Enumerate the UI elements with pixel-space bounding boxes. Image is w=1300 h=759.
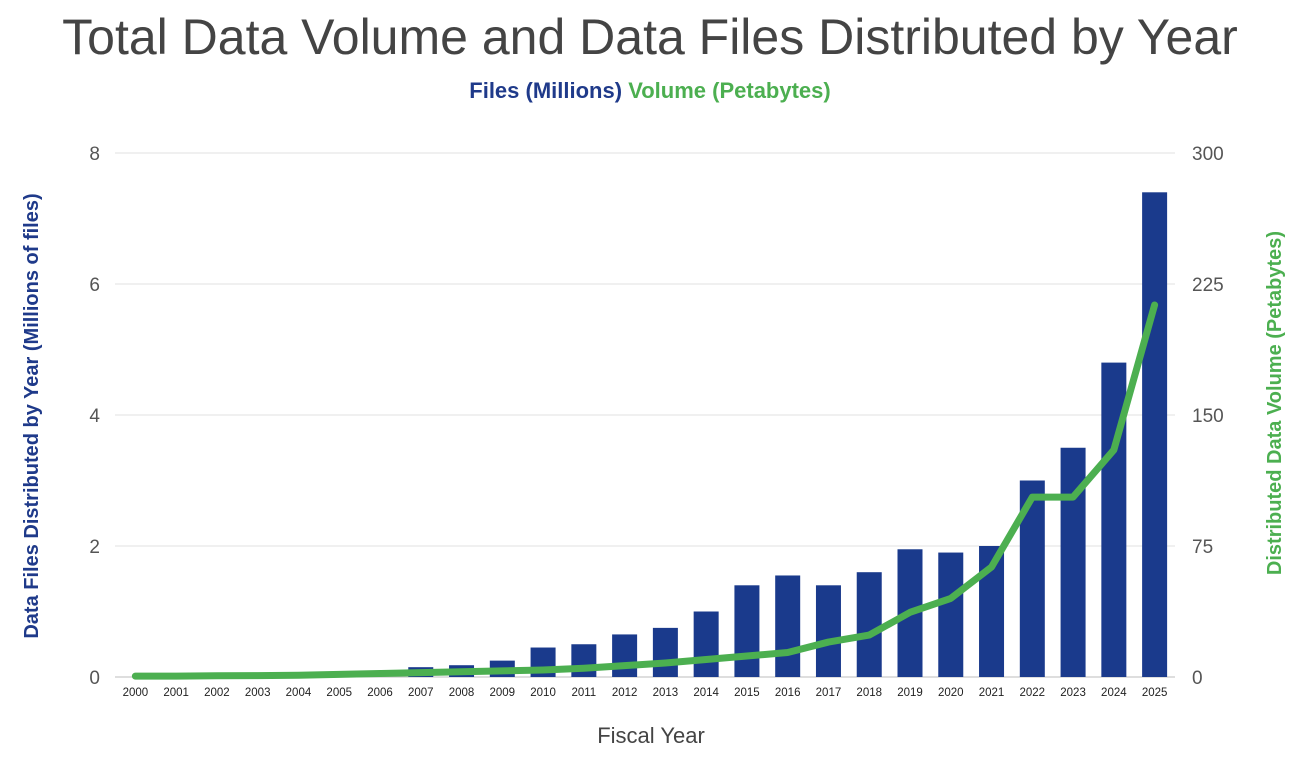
x-tick-label: 2018 [856, 687, 882, 699]
bar-files-2015 [734, 585, 760, 677]
y-axis-right-label: Distributed Data Volume (Petabytes) [1264, 231, 1286, 575]
volume-line [131, 301, 1159, 680]
x-tick-label: 2015 [734, 687, 760, 699]
y-tick-label: 4 [89, 406, 100, 427]
x-axis-ticks: 2000 2001 2002 2003 2004 2005 2006 2007 2008 2009… [123, 687, 1168, 699]
x-tick-label: 2011 [571, 687, 596, 699]
bar-files-2014 [693, 611, 719, 677]
x-tick-label: 2006 [367, 687, 393, 699]
legend-item-files: Files (Millions) [469, 78, 623, 103]
x-tick-label: 2014 [693, 687, 719, 699]
y2-tick-label: 75 [1192, 537, 1213, 558]
y2-tick-label: 150 [1192, 406, 1224, 427]
bar-files-2020 [938, 552, 964, 677]
x-tick-label: 2005 [326, 687, 352, 699]
y2-tick-label: 0 [1192, 668, 1203, 689]
y-tick-label: 2 [89, 537, 100, 558]
y2-tick-label: 300 [1192, 144, 1224, 165]
x-tick-label: 2002 [204, 687, 230, 699]
bar-files-2012 [612, 634, 638, 677]
x-tick-label: 2001 [163, 687, 189, 699]
x-tick-label: 2000 [123, 687, 149, 699]
bar-files-2017 [815, 585, 841, 677]
line-series-volume [131, 301, 1159, 680]
x-tick-label: 2019 [897, 687, 923, 699]
x-tick-label: 2004 [286, 687, 312, 699]
bar-series-files [408, 192, 1168, 678]
x-tick-label: 2021 [979, 687, 1005, 699]
x-tick-label: 2007 [408, 687, 434, 699]
x-axis-label: Fiscal Year [597, 723, 705, 748]
chart-title: Total Data Volume and Data Files Distrib… [62, 9, 1238, 65]
y2-tick-label: 225 [1192, 275, 1224, 296]
x-tick-label: 2023 [1060, 687, 1086, 699]
y-axis-right-ticks: 0 75 150 225 300 [1192, 144, 1224, 689]
legend-item-volume: Volume (Petabytes) [628, 78, 831, 103]
x-tick-label: 2020 [938, 687, 964, 699]
x-tick-label: 2010 [530, 687, 556, 699]
bar-files-2025 [1142, 192, 1168, 678]
x-tick-label: 2003 [245, 687, 271, 699]
bar-files-2018 [856, 572, 882, 677]
x-tick-label: 2022 [1020, 687, 1046, 699]
x-tick-label: 2017 [816, 687, 842, 699]
x-tick-label: 2025 [1142, 687, 1168, 699]
bar-files-2013 [652, 627, 678, 677]
x-tick-label: 2024 [1101, 687, 1127, 699]
y-tick-label: 0 [89, 668, 100, 689]
bar-files-2016 [775, 575, 801, 677]
x-tick-label: 2013 [653, 687, 679, 699]
y-tick-label: 6 [89, 275, 100, 296]
x-tick-label: 2008 [449, 687, 475, 699]
gridlines [115, 152, 1175, 678]
x-tick-label: 2016 [775, 687, 801, 699]
x-tick-label: 2009 [490, 687, 516, 699]
y-tick-label: 8 [89, 144, 100, 165]
y-axis-left-ticks: 0 2 4 6 8 [89, 144, 100, 689]
chart-legend: Files (Millions) Volume (Petabytes) [0, 78, 1300, 104]
y-axis-left-label: Data Files Distributed by Year (Millions… [21, 193, 43, 638]
x-tick-label: 2012 [612, 687, 638, 699]
